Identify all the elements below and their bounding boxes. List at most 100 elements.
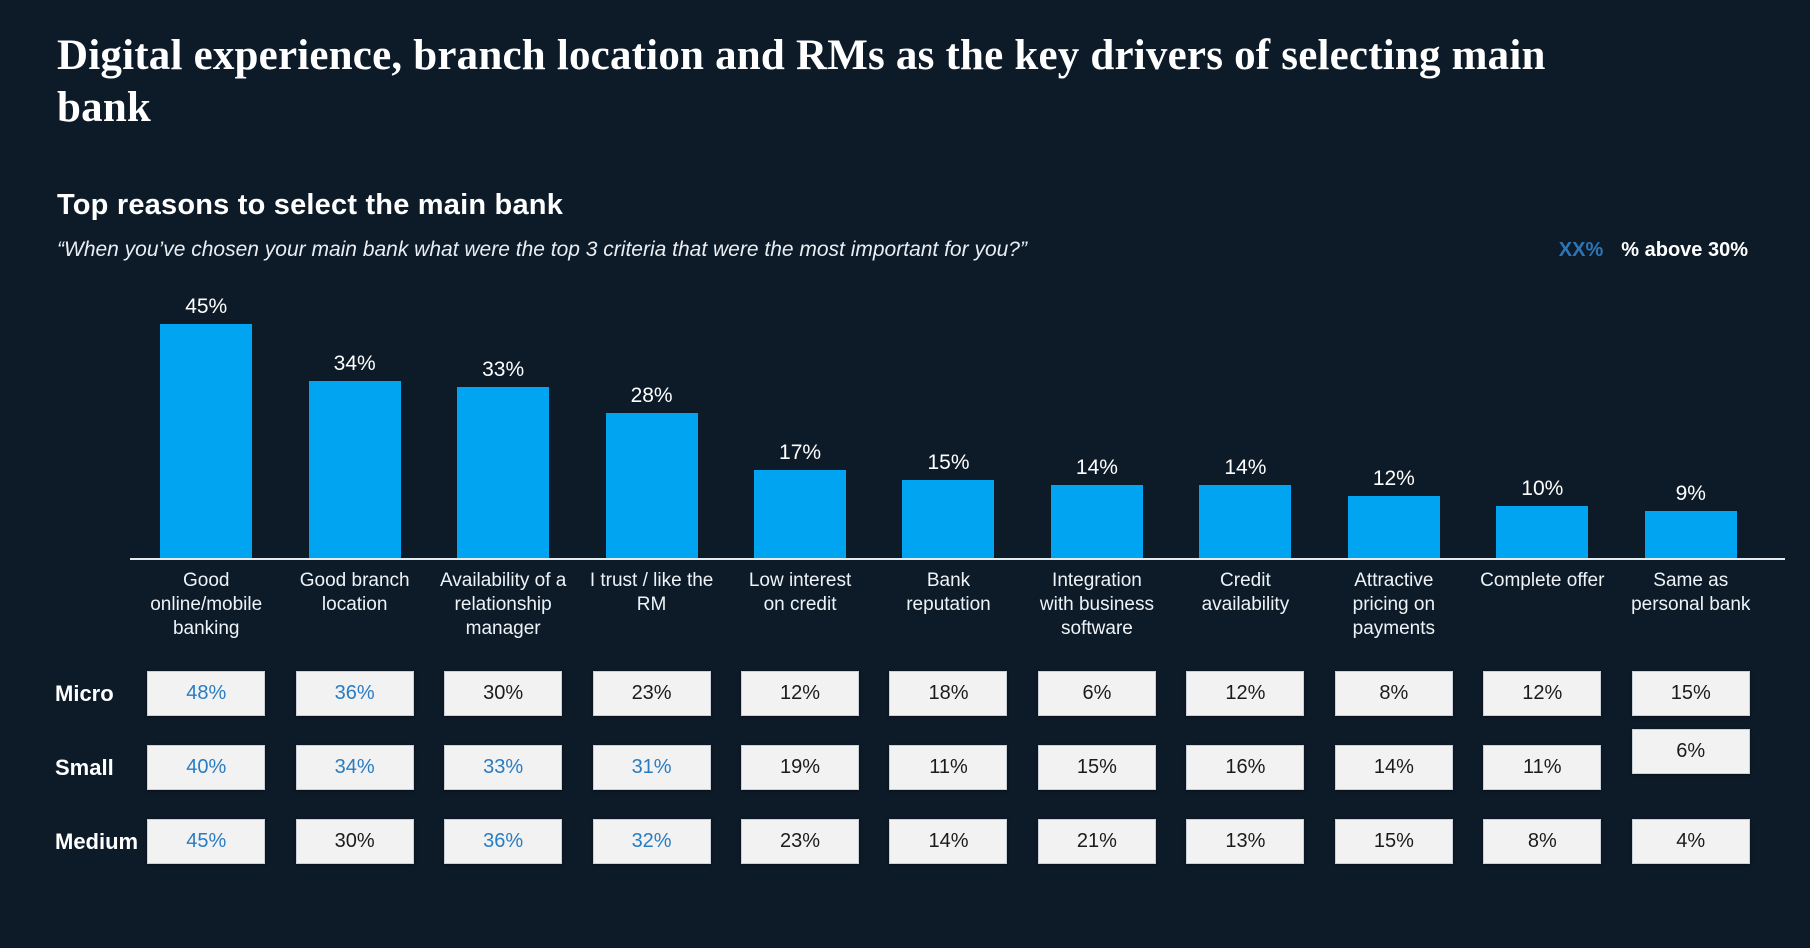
table-cell-wrap: 34% [290,745,418,791]
table-cell-wrap: 6% [1627,729,1755,790]
table-cell-wrap: 16% [1181,745,1309,791]
table-cell-wrap: 18% [884,671,1012,717]
bar-column-4: 28% [587,286,715,559]
bar-column-8: 14% [1181,286,1309,559]
table-cell-wrap: 11% [884,745,1012,791]
bar-chart: 45% 34% 33% 28% 17% 15% 14% 14% 12% 10% 9% [0,286,1810,559]
category-label: Low interest on credit [748,570,852,615]
table-cell: 23% [592,671,711,717]
bar-column-6: 15% [884,286,1012,559]
table-cell: 11% [1483,745,1602,791]
table-cell: 12% [1483,671,1602,717]
chart-subtitle: “When you’ve chosen your main bank what … [57,238,1027,262]
bar-column-2: 34% [290,286,418,559]
bar [902,480,995,559]
table-cell: 16% [1186,745,1305,791]
table-cell: 15% [1334,819,1453,865]
table-cell-wrap: 13% [1181,819,1309,865]
table-cell: 32% [592,819,711,865]
category-label: Complete offer [1480,570,1605,592]
table-row-micro: Micro 48% 36% 30% 23% 12% 18% 6% 12% 8% 12% 15% [0,671,1810,717]
table-cell: 4% [1631,819,1750,865]
table-cell-wrap: 4% [1627,819,1755,865]
table-cell-wrap: 12% [1478,671,1606,717]
table-cell: 18% [889,671,1008,717]
table-cell-wrap: 30% [439,671,567,717]
table-cell-wrap: 32% [587,819,715,865]
table-cell-wrap: 8% [1330,671,1458,717]
bar-column-10: 10% [1478,286,1606,559]
bar-value-label: 14% [1224,456,1267,480]
bar-value-label: 9% [1675,482,1706,506]
table-cell: 23% [741,819,860,865]
table-cell-wrap: 36% [439,819,567,865]
table-cell-wrap: 21% [1033,819,1161,865]
table-cell-wrap: 14% [884,819,1012,865]
chart-title: Top reasons to select the main bank [57,189,564,222]
bar [1050,485,1143,559]
chart-header: Top reasons to select the main bank “Whe… [57,189,1748,262]
table-cell: 14% [889,819,1008,865]
table-cell: 12% [1186,671,1305,717]
table-row-medium: Medium 45% 30% 36% 32% 23% 14% 21% 13% 15% 8% 4% [0,819,1810,865]
table-cell: 31% [592,745,711,791]
table-cell: 40% [147,745,266,791]
table-cell-wrap: 30% [290,819,418,865]
table-cell-wrap: 19% [736,745,864,791]
table-cell-wrap: 14% [1330,745,1458,791]
bar [160,324,253,559]
category-label: Availability of a relationship manager [439,570,567,639]
page-title: Digital experience, branch location and … [57,32,1546,131]
table-cell-wrap: 12% [736,671,864,717]
table-cell: 15% [1631,671,1750,717]
category-label: Same as personal bank [1631,570,1751,615]
category-label: Integration with business software [1039,570,1154,639]
bar-column-1: 45% [142,286,270,559]
table-cell: 45% [147,819,266,865]
table-cell: 8% [1334,671,1453,717]
table-cell: 13% [1186,819,1305,865]
bar [1644,511,1737,559]
table-cell: 12% [741,671,860,717]
table-cell-wrap: 48% [142,671,270,717]
bar-value-label: 15% [927,451,970,475]
bar [605,412,698,559]
category-label-row: Good online/mobile banking Good branch lo… [0,569,1810,655]
table-cell: 48% [147,671,266,717]
table-cell: 36% [295,671,414,717]
bar-value-label: 14% [1075,456,1118,480]
bar-column-11: 9% [1627,286,1755,559]
bar [754,469,847,559]
table-cell: 34% [295,745,414,791]
table-cell-wrap: 45% [142,819,270,865]
bar [457,386,550,559]
bar [1496,506,1589,559]
table-cell-wrap: 11% [1478,745,1606,791]
bar-value-label: 45% [185,295,228,319]
table-cell-wrap: 31% [587,745,715,791]
legend: XX% % above 30% [1559,239,1748,262]
table-cell-wrap: 40% [142,745,270,791]
table-row-small: Small 40% 34% 33% 31% 19% 11% 15% 16% 14% 11% 6% [0,729,1810,791]
table-cell: 11% [889,745,1008,791]
table-cell: 19% [741,745,860,791]
bar-column-9: 12% [1330,286,1458,559]
x-axis-line [130,558,1785,561]
table-cell-wrap: 23% [587,671,715,717]
bar [1199,485,1292,559]
table-cell-wrap: 15% [1627,671,1755,717]
bar-value-label: 12% [1372,466,1415,490]
table-cell: 21% [1037,819,1156,865]
bar-value-label: 10% [1521,477,1564,501]
chart-subtitle-row: “When you’ve chosen your main bank what … [57,238,1748,262]
bar-column-7: 14% [1033,286,1161,559]
bar [1347,495,1440,559]
table-cell: 14% [1334,745,1453,791]
category-label: Good online/mobile banking [150,570,263,639]
table-cell: 8% [1483,819,1602,865]
table-cell-wrap: 15% [1033,745,1161,791]
table-cell-wrap: 8% [1478,819,1606,865]
legend-sample: XX% [1558,239,1604,262]
table-cell: 36% [444,819,563,865]
bar-value-label: 33% [482,357,525,381]
